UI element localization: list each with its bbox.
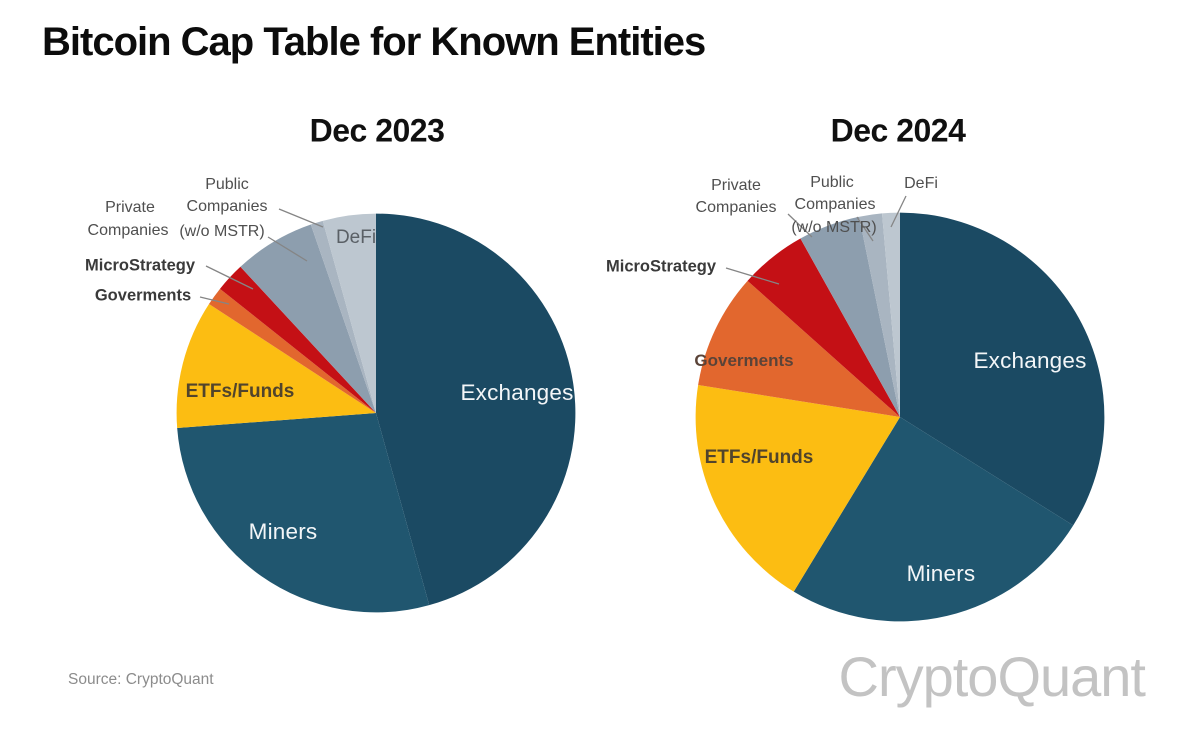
annotation-right-defi: DeFi xyxy=(904,175,938,192)
pie-slice-etfs-funds xyxy=(695,385,900,592)
slice-label-right-miners: Miners xyxy=(906,561,976,586)
pie-slice-microstrategy xyxy=(219,266,376,413)
annotation-right-companies-private: Companies xyxy=(695,199,777,216)
pie-slice-private-companies xyxy=(800,216,900,417)
pie-slice-exchanges xyxy=(900,212,1105,526)
slice-label-left-miners: Miners xyxy=(248,519,318,544)
slice-label-right-etfs-funds: ETFs/Funds xyxy=(704,447,814,468)
annotation-left-companies-public: Companies xyxy=(186,198,268,215)
pie-chart-dec-2023 xyxy=(176,213,576,613)
annotation-left-goverments: Goverments xyxy=(94,286,192,305)
pie-2023-title: Dec 2023 xyxy=(309,112,445,149)
annotation-left-wo-mstr: (w/o MSTR) xyxy=(179,223,265,240)
pie-slice-private-companies xyxy=(240,224,376,413)
pie-slice-microstrategy xyxy=(747,238,900,417)
pie-2024-title: Dec 2024 xyxy=(830,112,966,149)
annotation-left-companies-private: Companies xyxy=(87,222,169,239)
annotation-right-companies-public: Companies xyxy=(794,196,876,213)
cryptoquant-watermark: CryptoQuant xyxy=(838,645,1146,708)
annotation-left-public: Public xyxy=(205,176,249,193)
annotation-right-goverments: Goverments xyxy=(694,351,794,370)
pie-slice-defi xyxy=(322,213,376,413)
annotation-right-wo-mstr: (w/o MSTR) xyxy=(791,219,877,236)
page-title: Bitcoin Cap Table for Known Entities xyxy=(42,20,706,64)
annotation-left-microstrategy: MicroStrategy xyxy=(84,256,196,275)
source-note: Source: CryptoQuant xyxy=(68,671,214,688)
slice-label-left-etfs-funds: ETFs/Funds xyxy=(185,381,295,402)
pie-slice-public-companies-w-o-mstr xyxy=(859,213,900,417)
pie-slice-public-companies-w-o-mstr xyxy=(310,220,376,413)
pie-slice-etfs-funds xyxy=(176,304,376,429)
slice-label-left-exchanges: Exchanges xyxy=(460,380,574,405)
annotation-left-private: Private xyxy=(105,199,155,216)
annotation-right-public: Public xyxy=(810,174,854,191)
pie-slice-goverments xyxy=(698,280,900,417)
pie-slice-goverments xyxy=(208,288,376,413)
pie-slice-miners xyxy=(793,417,1074,622)
pie-slice-miners xyxy=(177,413,430,613)
pie-slice-defi xyxy=(882,212,900,417)
slice-label-left-defi: DeFi xyxy=(335,227,377,248)
annotation-right-private: Private xyxy=(711,177,761,194)
annotation-right-microstrategy: MicroStrategy xyxy=(605,257,717,276)
pie-chart-dec-2024 xyxy=(695,212,1105,622)
slice-label-right-exchanges: Exchanges xyxy=(973,348,1087,373)
pie-slice-exchanges xyxy=(376,213,576,606)
